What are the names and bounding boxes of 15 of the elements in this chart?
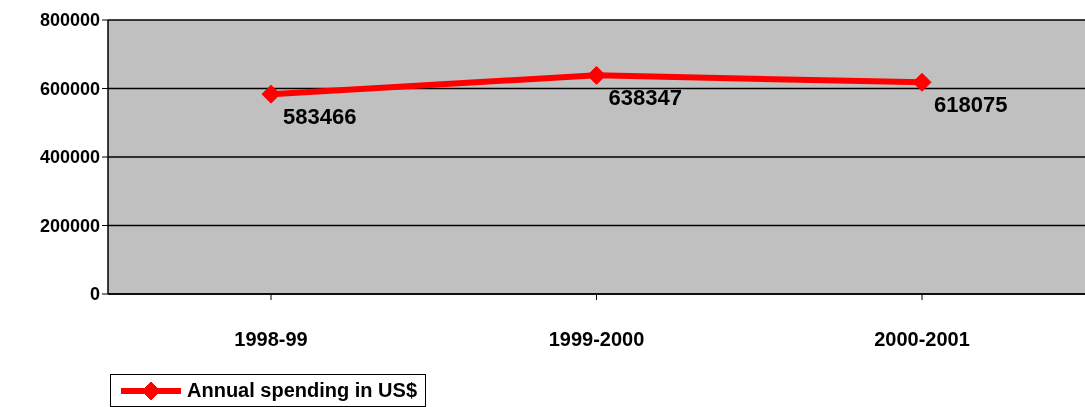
y-tick-label: 800000 — [39, 10, 100, 31]
y-tick-label: 200000 — [39, 215, 100, 236]
data-label: 638347 — [608, 85, 682, 111]
point — [912, 72, 932, 92]
data-label: 583466 — [283, 104, 357, 130]
y-tick-label: 400000 — [39, 147, 100, 168]
x-tick-label: 1999-2000 — [548, 328, 645, 351]
legend-label: Annual spending in US$ — [187, 379, 418, 402]
x-tick-label: 2000-2001 — [874, 328, 970, 351]
y-tick-label: 600000 — [39, 78, 100, 99]
point — [261, 84, 281, 104]
point — [587, 65, 606, 85]
y-tick-label: 0 — [89, 284, 100, 305]
x-tick-label: 1998-99 — [234, 328, 308, 351]
data-label: 618075 — [934, 92, 1008, 118]
